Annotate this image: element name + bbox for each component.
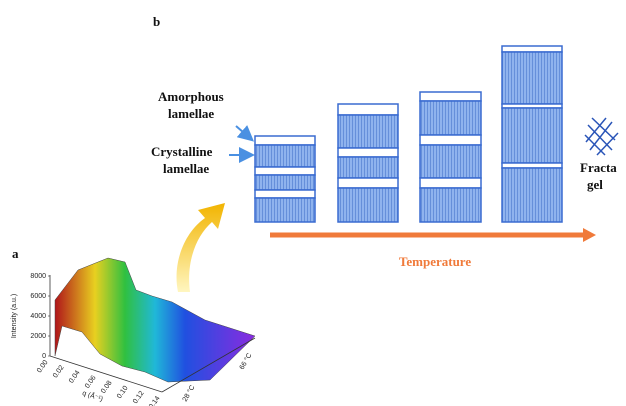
fractal-gel-icon <box>585 118 618 155</box>
fractal-label: gel <box>587 177 603 192</box>
crystalline-label: Crystalline <box>151 144 213 159</box>
amorphous-layer <box>255 167 315 175</box>
x-tick-label: 0.02 <box>52 364 66 379</box>
crystalline-layer <box>255 198 315 222</box>
crystalline-layer <box>255 175 315 190</box>
amorphous-layer <box>420 135 481 145</box>
fractal-label: Fracta <box>580 160 617 175</box>
amorphous-layer <box>255 190 315 198</box>
x-tick-label: 0.12 <box>132 390 146 405</box>
temperature-arrow-head <box>583 228 596 242</box>
amorphous-layer <box>255 136 315 145</box>
depth-tick-label: 28 °C <box>181 384 197 403</box>
temperature-label: Temperature <box>399 254 471 269</box>
amorphous-layer <box>502 46 562 52</box>
amorphous-label: Amorphous <box>158 89 224 104</box>
crystalline-layer <box>502 108 562 163</box>
crystalline-layer <box>338 157 398 178</box>
y-axis-label: Intensity (a.u.) <box>11 294 18 338</box>
crystalline-layer <box>338 188 398 222</box>
x-tick-label: 0.10 <box>116 385 130 400</box>
y-tick-label: 8000 <box>30 273 46 280</box>
y-tick-label: 2000 <box>30 333 46 340</box>
crystalline-layer <box>420 101 481 135</box>
crystalline-layer <box>502 52 562 104</box>
surface-plot <box>50 258 255 392</box>
panel-label: b <box>153 14 160 29</box>
amorphous-layer <box>338 178 398 188</box>
crystalline-layer <box>255 145 315 167</box>
x-tick-label: 0.08 <box>100 380 114 395</box>
y-tick-label: 4000 <box>30 313 46 320</box>
pointer-arrow <box>236 126 251 139</box>
amorphous-layer <box>420 178 481 188</box>
amorphous-layer <box>338 148 398 157</box>
crystalline-layer <box>420 145 481 178</box>
crystalline-label: lamellae <box>163 161 209 176</box>
amorphous-layer <box>420 92 481 101</box>
curved-arrow <box>177 203 225 292</box>
x-tick-label: 0.14 <box>148 395 162 406</box>
x-tick-label: 0.04 <box>68 369 82 384</box>
y-tick-label: 0 <box>42 353 46 360</box>
amorphous-label: lamellae <box>168 106 214 121</box>
crystalline-layer <box>502 168 562 222</box>
crystalline-layer <box>338 115 398 148</box>
crystalline-layer <box>420 188 481 222</box>
lamellae-stacks <box>255 46 562 222</box>
x-tick-label: 0.06 <box>84 374 98 389</box>
panel-label: a <box>12 246 19 261</box>
depth-tick-label: 66 °C <box>238 352 254 371</box>
x-tick-label: 0.00 <box>36 359 50 374</box>
y-tick-label: 6000 <box>30 293 46 300</box>
amorphous-layer <box>338 104 398 115</box>
figure: b a Amorphous lamellae Crystalline lamel… <box>0 0 626 406</box>
